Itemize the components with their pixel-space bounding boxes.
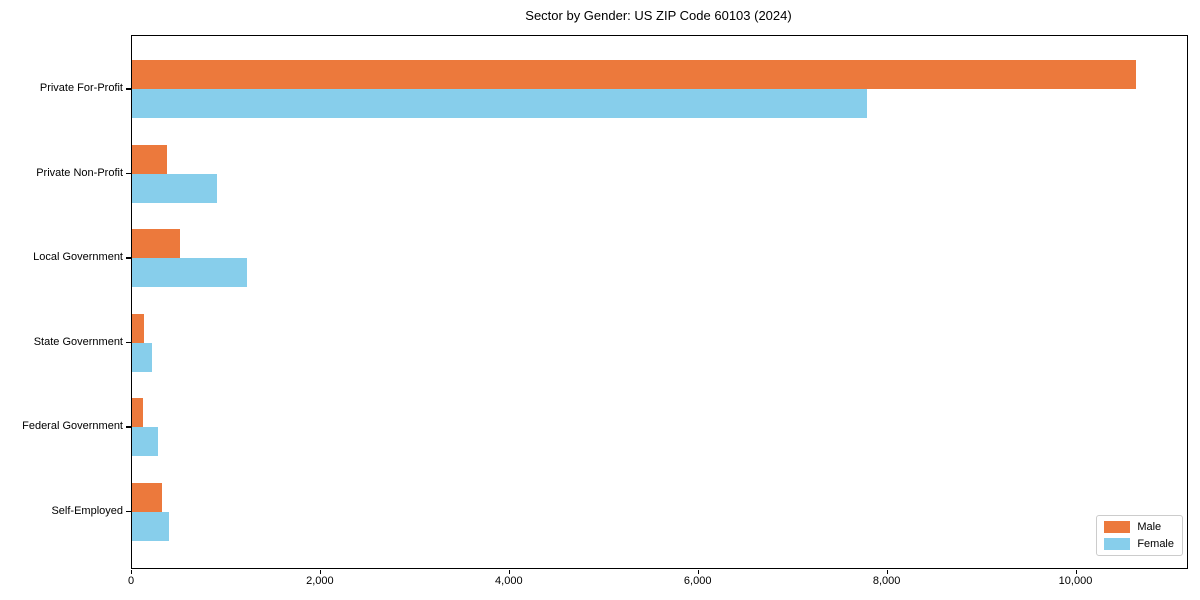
y-tick-mark-1 — [126, 172, 131, 174]
y-tick-mark-3 — [126, 341, 131, 343]
x-tick-label-5: 10,000 — [1058, 575, 1093, 587]
bar-female-4 — [132, 427, 158, 456]
y-tick-label-3: State Government — [33, 335, 123, 348]
legend-item-female: Female — [1104, 538, 1174, 550]
bar-male-5 — [132, 482, 163, 512]
bars-layer — [132, 36, 1187, 568]
y-tick-mark-4 — [126, 426, 131, 428]
bar-female-5 — [132, 511, 169, 541]
male-series-swatch — [1104, 521, 1131, 533]
x-tick-label-4: 8,000 — [872, 575, 901, 587]
y-tick-label-1: Private Non-Profit — [36, 166, 123, 179]
legend-item-male: Male — [1104, 521, 1174, 533]
bar-male-4 — [132, 398, 144, 427]
x-tick-mark-2 — [508, 570, 510, 574]
legend-label-female: Female — [1137, 538, 1174, 550]
bar-male-2 — [132, 229, 181, 258]
legend: Male Female — [1096, 515, 1183, 556]
legend-label-male: Male — [1137, 521, 1162, 533]
y-tick-mark-5 — [126, 510, 131, 512]
plot-area: Male Female — [131, 35, 1188, 569]
y-tick-label-4: Federal Government — [22, 420, 123, 432]
x-tick-label-1: 2,000 — [306, 575, 334, 587]
x-tick-mark-4 — [886, 570, 888, 574]
y-tick-label-2: Local Government — [33, 251, 123, 263]
bar-male-1 — [132, 144, 167, 174]
bar-male-0 — [132, 60, 1136, 89]
x-tick-label-3: 6,000 — [683, 575, 712, 587]
female-series-swatch — [1104, 538, 1131, 550]
bar-female-0 — [132, 89, 867, 118]
bar-male-3 — [132, 313, 145, 343]
y-tick-mark-0 — [126, 88, 131, 90]
x-tick-mark-5 — [1075, 570, 1077, 574]
y-tick-label-5: Self-Employed — [51, 504, 123, 517]
x-tick-mark-1 — [319, 570, 321, 574]
chart-title: Sector by Gender: US ZIP Code 60103 (202… — [525, 8, 792, 23]
x-tick-label-0: 0 — [127, 575, 135, 587]
y-tick-mark-2 — [126, 257, 131, 259]
y-tick-label-0: Private For-Profit — [39, 82, 123, 94]
bar-female-2 — [132, 258, 248, 287]
x-tick-mark-0 — [131, 570, 132, 574]
x-tick-mark-3 — [697, 570, 699, 574]
x-tick-label-2: 4,000 — [495, 575, 523, 587]
bar-female-1 — [132, 173, 217, 203]
bar-female-3 — [132, 342, 152, 372]
